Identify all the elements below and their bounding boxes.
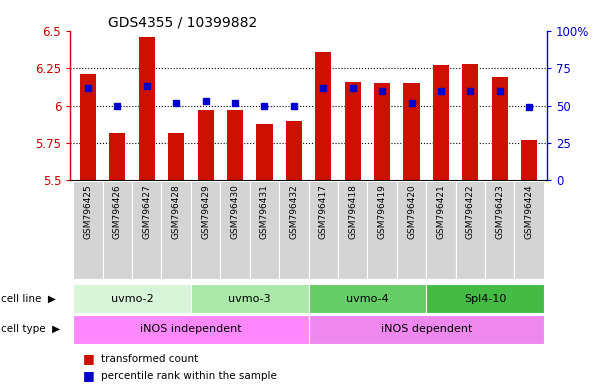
Bar — [191, 284, 309, 313]
Text: GSM796431: GSM796431 — [260, 184, 269, 239]
Bar — [168, 132, 185, 180]
Text: GSM796421: GSM796421 — [436, 184, 445, 239]
Bar — [426, 284, 544, 313]
Bar — [309, 315, 544, 344]
Bar — [73, 284, 191, 313]
Text: GSM796430: GSM796430 — [230, 184, 240, 239]
Text: GSM796428: GSM796428 — [172, 184, 181, 239]
Text: cell type  ▶: cell type ▶ — [1, 324, 60, 334]
Bar — [345, 82, 360, 180]
Text: GDS4355 / 10399882: GDS4355 / 10399882 — [108, 16, 258, 30]
Text: iNOS independent: iNOS independent — [140, 324, 242, 334]
Text: GSM796427: GSM796427 — [142, 184, 152, 239]
Bar — [227, 110, 243, 180]
Bar — [374, 83, 390, 180]
FancyBboxPatch shape — [250, 182, 279, 279]
Bar — [257, 124, 273, 180]
Bar — [433, 65, 449, 180]
Text: iNOS dependent: iNOS dependent — [381, 324, 472, 334]
Bar — [309, 284, 426, 313]
Text: GSM796429: GSM796429 — [201, 184, 210, 239]
Bar — [80, 74, 96, 180]
Bar — [197, 110, 214, 180]
Bar — [286, 121, 302, 180]
FancyBboxPatch shape — [73, 182, 103, 279]
FancyBboxPatch shape — [191, 182, 221, 279]
Bar — [463, 64, 478, 180]
Bar — [139, 37, 155, 180]
Text: transformed count: transformed count — [101, 354, 198, 364]
Text: GSM796426: GSM796426 — [113, 184, 122, 239]
Bar — [492, 77, 508, 180]
Text: GSM796420: GSM796420 — [407, 184, 416, 239]
Text: cell line  ▶: cell line ▶ — [1, 293, 56, 304]
Text: uvmo-3: uvmo-3 — [229, 293, 271, 304]
FancyBboxPatch shape — [221, 182, 250, 279]
Bar — [315, 52, 331, 180]
FancyBboxPatch shape — [456, 182, 485, 279]
Bar — [403, 83, 420, 180]
FancyBboxPatch shape — [397, 182, 426, 279]
FancyBboxPatch shape — [338, 182, 367, 279]
FancyBboxPatch shape — [279, 182, 309, 279]
FancyBboxPatch shape — [132, 182, 161, 279]
Bar — [73, 315, 309, 344]
Text: ■: ■ — [82, 353, 94, 366]
FancyBboxPatch shape — [485, 182, 514, 279]
FancyBboxPatch shape — [161, 182, 191, 279]
Text: Spl4-10: Spl4-10 — [464, 293, 507, 304]
Text: GSM796419: GSM796419 — [378, 184, 387, 239]
Text: uvmo-2: uvmo-2 — [111, 293, 153, 304]
Text: uvmo-4: uvmo-4 — [346, 293, 389, 304]
Text: GSM796423: GSM796423 — [496, 184, 504, 239]
Bar — [109, 132, 125, 180]
Bar — [521, 140, 537, 180]
FancyBboxPatch shape — [426, 182, 456, 279]
Text: GSM796418: GSM796418 — [348, 184, 357, 239]
Text: GSM796424: GSM796424 — [525, 184, 533, 239]
Text: ■: ■ — [82, 369, 94, 382]
FancyBboxPatch shape — [514, 182, 544, 279]
Text: GSM796425: GSM796425 — [84, 184, 92, 239]
Text: GSM796417: GSM796417 — [319, 184, 327, 239]
Text: percentile rank within the sample: percentile rank within the sample — [101, 371, 277, 381]
FancyBboxPatch shape — [309, 182, 338, 279]
Text: GSM796422: GSM796422 — [466, 184, 475, 239]
FancyBboxPatch shape — [367, 182, 397, 279]
FancyBboxPatch shape — [103, 182, 132, 279]
Text: GSM796432: GSM796432 — [290, 184, 298, 239]
